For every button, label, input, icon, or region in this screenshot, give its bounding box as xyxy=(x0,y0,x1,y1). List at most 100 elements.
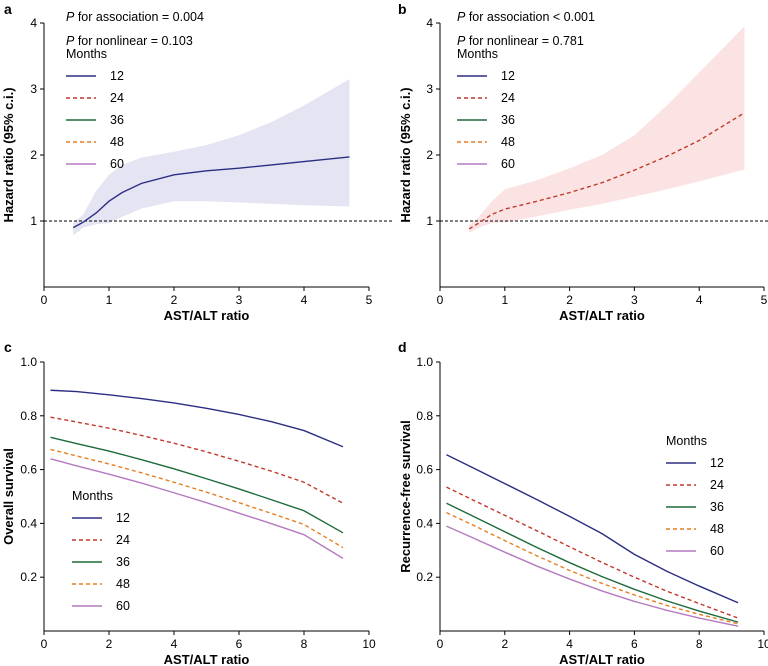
legend-label-12: 12 xyxy=(110,69,124,83)
x-tick-label: 10 xyxy=(757,637,768,651)
x-tick-label: 4 xyxy=(301,293,308,307)
x-tick-label: 4 xyxy=(566,637,573,651)
legend-label-24: 24 xyxy=(116,533,130,547)
legend-title: Months xyxy=(72,489,113,503)
legend-label-36: 36 xyxy=(710,500,724,514)
legend-label-12: 12 xyxy=(501,69,515,83)
y-tick-label: 1.0 xyxy=(20,355,37,369)
series-line-24-months xyxy=(50,416,344,504)
legend-label-48: 48 xyxy=(116,577,130,591)
y-tick-label: 0.8 xyxy=(416,409,433,423)
x-tick-label: 8 xyxy=(696,637,703,651)
x-axis-title: AST/ALT ratio xyxy=(559,652,645,666)
y-tick-label: 2 xyxy=(426,148,433,162)
y-tick-label: 0.4 xyxy=(416,516,433,530)
p-italic: P xyxy=(457,10,466,24)
p-nonlinear-text: for nonlinear = 0.103 xyxy=(74,34,193,48)
series-line-36-months xyxy=(446,502,739,623)
p-italic: P xyxy=(457,34,466,48)
x-axis-title: AST/ALT ratio xyxy=(164,652,250,666)
series-line-12-months xyxy=(72,156,350,229)
series-line-12-months xyxy=(50,389,344,448)
series-line-24-months xyxy=(446,486,739,619)
x-tick-label: 0 xyxy=(437,637,444,651)
legend-title: Months xyxy=(66,47,107,61)
x-tick-label: 4 xyxy=(696,293,703,307)
y-axis-title: Hazard ratio (95% c.i.) xyxy=(398,87,413,222)
panel-b: b P for association < 0.001 P for nonlin… xyxy=(398,1,768,323)
y-tick-label: 0.8 xyxy=(20,409,37,423)
x-tick-label: 2 xyxy=(171,293,178,307)
series-line-24-months xyxy=(468,112,745,230)
x-axis-title: AST/ALT ratio xyxy=(559,308,645,323)
x-tick-label: 6 xyxy=(236,637,243,651)
p-italic: P xyxy=(66,34,75,48)
panel-a-p-nonlinear: P for nonlinear = 0.103 xyxy=(66,34,193,48)
series-line-12-months xyxy=(446,454,739,604)
x-tick-label: 0 xyxy=(437,293,444,307)
y-tick-label: 0.2 xyxy=(416,570,433,584)
legend-label-60: 60 xyxy=(501,157,515,171)
y-tick-label: 3 xyxy=(426,82,433,96)
y-tick-label: 0.6 xyxy=(20,463,37,477)
panel-b-label: b xyxy=(398,1,407,17)
y-tick-label: 1 xyxy=(426,214,433,228)
x-tick-label: 2 xyxy=(501,637,508,651)
legend-label-48: 48 xyxy=(110,135,124,149)
x-tick-label: 5 xyxy=(761,293,768,307)
legend-title: Months xyxy=(666,434,707,448)
ci-band-b xyxy=(469,26,745,233)
panel-c-label: c xyxy=(4,339,12,355)
panel-d-label: d xyxy=(398,339,407,355)
legend-label-36: 36 xyxy=(116,555,130,569)
y-tick-label: 0.6 xyxy=(416,463,433,477)
y-axis-title: Hazard ratio (95% c.i.) xyxy=(1,87,16,222)
y-tick-label: 4 xyxy=(426,16,433,30)
x-tick-label: 2 xyxy=(566,293,573,307)
y-tick-label: 1 xyxy=(30,214,37,228)
p-association-text: for association = 0.004 xyxy=(74,10,204,24)
x-tick-label: 6 xyxy=(631,637,638,651)
legend-label-12: 12 xyxy=(116,511,130,525)
legend-label-48: 48 xyxy=(501,135,515,149)
panel-b-p-association: P for association < 0.001 xyxy=(457,10,595,24)
legend-title: Months xyxy=(457,47,498,61)
panel-b-p-nonlinear: P for nonlinear = 0.781 xyxy=(457,34,584,48)
legend-label-60: 60 xyxy=(116,599,130,613)
p-italic: P xyxy=(66,10,75,24)
legend-label-12: 12 xyxy=(710,456,724,470)
y-tick-label: 3 xyxy=(30,82,37,96)
x-tick-label: 0 xyxy=(41,293,48,307)
panel-a-p-association: P for association = 0.004 xyxy=(66,10,204,24)
ci-band-a xyxy=(73,79,350,236)
legend-label-60: 60 xyxy=(110,157,124,171)
y-tick-label: 2 xyxy=(30,148,37,162)
x-tick-label: 8 xyxy=(301,637,308,651)
series-line-60-months xyxy=(50,458,344,559)
y-tick-label: 0.2 xyxy=(20,570,37,584)
legend-label-48: 48 xyxy=(710,522,724,536)
x-tick-label: 3 xyxy=(236,293,243,307)
legend-label-24: 24 xyxy=(110,91,124,105)
series-line-48-months xyxy=(50,448,344,549)
legend-label-24: 24 xyxy=(501,91,515,105)
x-tick-label: 3 xyxy=(631,293,638,307)
x-tick-label: 1 xyxy=(106,293,113,307)
p-nonlinear-text: for nonlinear = 0.781 xyxy=(465,34,584,48)
y-axis-title: Overall survival xyxy=(1,448,16,545)
x-tick-label: 2 xyxy=(106,637,113,651)
x-tick-label: 0 xyxy=(41,637,48,651)
y-tick-label: 1.0 xyxy=(416,355,433,369)
series-line-60-months xyxy=(446,525,739,627)
legend-label-36: 36 xyxy=(110,113,124,127)
panel-a: a P for association = 0.004 P for nonlin… xyxy=(1,1,393,323)
x-tick-label: 10 xyxy=(362,637,376,651)
panel-a-label: a xyxy=(4,1,12,17)
legend-label-24: 24 xyxy=(710,478,724,492)
series-line-36-months xyxy=(50,436,344,534)
y-tick-label: 4 xyxy=(30,16,37,30)
x-tick-label: 4 xyxy=(171,637,178,651)
p-association-text: for association < 0.001 xyxy=(465,10,595,24)
